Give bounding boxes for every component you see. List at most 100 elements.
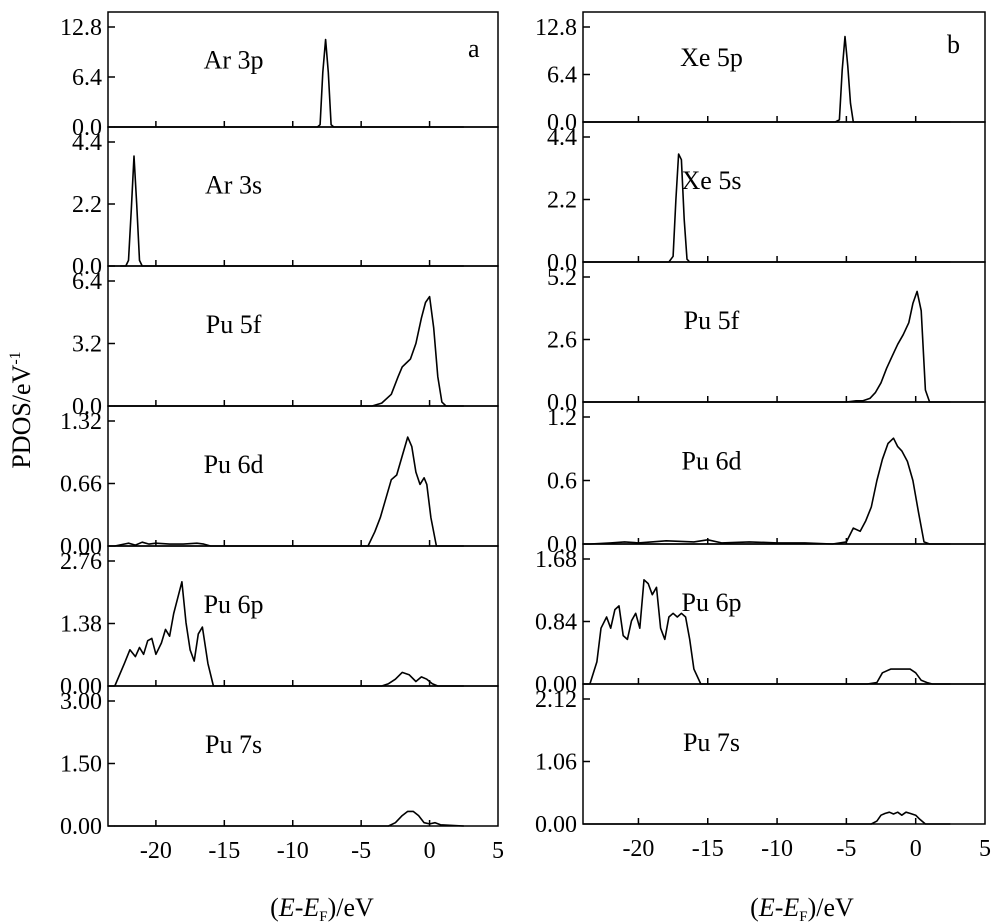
- subplot-frame: [582, 543, 986, 685]
- y-tick-label: 5.2: [547, 265, 577, 291]
- subplot-pu-6p: 0.00 1.38 2.76 Pu 6p: [60, 545, 499, 700]
- orbital-label: Pu 6p: [682, 588, 742, 617]
- x-tick-label: -10: [277, 838, 309, 864]
- x-tick-label: 5: [979, 836, 991, 862]
- orbital-label: Ar 3p: [204, 45, 264, 74]
- y-tick-label: 6.4: [72, 65, 102, 91]
- orbital-label: Ar 3s: [205, 170, 262, 199]
- y-tick-label: 2.12: [535, 687, 577, 713]
- x-axis-label-b: (E-EF)/eV: [750, 893, 854, 924]
- y-tick-label: 0.0: [547, 250, 577, 276]
- y-tick-label: 1.50: [60, 752, 102, 778]
- subplot-pu-5f: 0.0 3.2 6.4 Pu 5f: [72, 265, 499, 420]
- x-tick-label: -20: [622, 836, 654, 862]
- pdos-line: [589, 811, 951, 825]
- subplot-frame: [107, 685, 499, 827]
- x-tick-label: 5: [492, 838, 504, 864]
- y-tick-label: 0.0: [72, 394, 102, 420]
- x-tick-label: -5: [351, 838, 371, 864]
- y-tick-label: 6.4: [547, 63, 577, 89]
- y-tick-label: 0.00: [60, 534, 102, 560]
- y-tick-label: 0.0: [547, 390, 577, 416]
- subplot-ar-3p: 0.0 6.4 12.8 Ar 3p: [60, 11, 499, 141]
- pdos-line: [114, 295, 464, 407]
- y-tick-label: 4.4: [547, 125, 577, 151]
- x-tick-label: -5: [836, 836, 856, 862]
- plots-layer: 0.0 6.4 12.8 Ar 3p 0.0 2.2 4.4 Ar 3s 0.0 3.2 6.4 Pu…: [60, 11, 991, 864]
- pdos-line: [589, 579, 951, 685]
- pdos-line: [114, 38, 464, 128]
- y-tick-label: 0.0: [547, 532, 577, 558]
- subplot-pu-6p: 0.00 0.84 1.68 Pu 6p: [535, 543, 986, 698]
- subplot-frame: [107, 11, 499, 128]
- subplot-frame: [107, 405, 499, 547]
- pdos-line: [114, 436, 464, 547]
- y-tick-label: 1.38: [60, 612, 102, 638]
- orbital-label: Xe 5s: [682, 166, 742, 195]
- orbital-label: Pu 5f: [206, 310, 262, 339]
- subplot-ar-3s: 0.0 2.2 4.4 Ar 3s: [72, 126, 499, 280]
- y-tick-label: 0.66: [60, 472, 102, 498]
- y-tick-label: 4.4: [72, 130, 102, 156]
- y-tick-label: 0.84: [535, 610, 577, 636]
- y-axis-label: PDOS/eV-1: [7, 351, 36, 468]
- subplot-pu-6d: 0.0 0.6 1.2 Pu 6d: [547, 401, 986, 558]
- subplot-frame: [582, 11, 986, 123]
- y-tick-label: 1.06: [535, 750, 577, 776]
- x-tick-label: -20: [140, 838, 172, 864]
- x-tick-label: -15: [692, 836, 724, 862]
- pdos-line: [589, 35, 951, 123]
- subplot-pu-6d: 0.00 0.66 1.32 Pu 6d: [60, 405, 499, 560]
- x-tick-label: -15: [208, 838, 240, 864]
- subplot-xe-5s: 0.0 2.2 4.4 Xe 5s: [547, 121, 986, 276]
- y-tick-label: 3.00: [60, 689, 102, 715]
- panel-b-letter: b: [947, 30, 960, 59]
- subplot-frame: [107, 545, 499, 687]
- y-tick-label: 2.76: [60, 549, 102, 575]
- y-tick-label: 0.0: [547, 110, 577, 136]
- pdos-line: [589, 153, 951, 263]
- x-tick-label: 0: [424, 838, 436, 864]
- orbital-label: Pu 7s: [683, 728, 740, 757]
- y-tick-label: 0.0: [72, 115, 102, 141]
- orbital-label: Xe 5p: [680, 43, 743, 72]
- panel-b: 0.0 6.4 12.8 Xe 5p 0.0 2.2 4.4 Xe 5s 0.0 2.6 5.2 Pu…: [535, 11, 991, 862]
- y-tick-label: 2.2: [72, 192, 102, 218]
- y-tick-label: 2.2: [547, 188, 577, 214]
- orbital-label: Pu 6p: [204, 590, 264, 619]
- panel-a-letter: a: [468, 34, 480, 63]
- y-tick-label: 6.4: [72, 269, 102, 295]
- orbital-label: Pu 7s: [205, 730, 262, 759]
- subplot-frame: [582, 401, 986, 545]
- y-axis-label-superscript: -1: [7, 351, 24, 364]
- orbital-label: Pu 6d: [682, 447, 742, 476]
- y-tick-label: 3.2: [72, 332, 102, 358]
- y-tick-label: 12.8: [535, 15, 577, 41]
- y-tick-label: 1.68: [535, 547, 577, 573]
- y-tick-label: 0.6: [547, 469, 577, 495]
- pdos-line: [114, 581, 464, 687]
- y-tick-label: 12.8: [60, 15, 102, 41]
- subplot-frame: [107, 126, 499, 267]
- panel-a: 0.06.412.8Ar 3p0.02.24.4Ar 3s0.03.26.4Pu…: [60, 11, 504, 864]
- y-tick-label: 0.00: [60, 814, 102, 840]
- subplot-pu-7s: 0.00 1.06 2.12 Pu 7s: [535, 683, 986, 838]
- x-axis-label-a: (E-EF)/eV: [270, 893, 374, 924]
- y-tick-label: 0.00: [60, 674, 102, 700]
- orbital-label: Pu 6d: [204, 450, 264, 479]
- x-tick-label: -10: [761, 836, 793, 862]
- orbital-label: Pu 5f: [684, 306, 740, 335]
- y-tick-label: 1.32: [60, 409, 102, 435]
- subplot-frame: [582, 683, 986, 825]
- subplot-frame: [582, 121, 986, 263]
- y-tick-label: 0.00: [535, 672, 577, 698]
- pdos-line: [589, 290, 951, 403]
- x-tick-label: 0: [910, 836, 922, 862]
- subplot-xe-5p: 0.0 6.4 12.8 Xe 5p: [535, 11, 986, 136]
- subplot-pu-7s: 0.00 1.50 3.00 Pu 7s: [60, 685, 499, 840]
- pdos-line: [120, 155, 464, 267]
- y-tick-label: 1.2: [547, 405, 577, 431]
- y-tick-label: 0.00: [535, 812, 577, 838]
- pdos-line: [114, 810, 464, 827]
